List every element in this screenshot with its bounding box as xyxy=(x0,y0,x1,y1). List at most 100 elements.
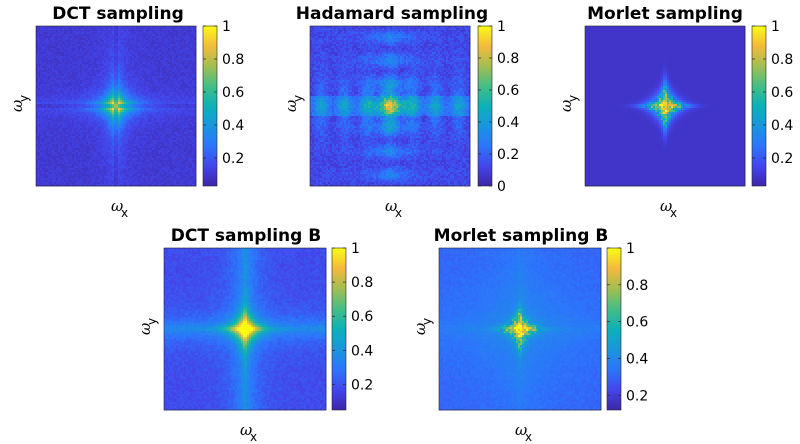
heatmap-cell xyxy=(36,44,39,47)
heatmap-cell xyxy=(122,168,125,171)
heatmap-cell xyxy=(66,110,69,113)
heatmap-cell xyxy=(108,122,111,125)
heatmap-cell xyxy=(74,32,77,35)
heatmap-cell xyxy=(42,136,45,139)
heatmap-cell xyxy=(68,166,71,169)
heatmap-cell xyxy=(48,66,51,69)
heatmap-cell xyxy=(112,178,115,181)
heatmap-cell xyxy=(120,138,123,141)
heatmap-cell xyxy=(70,162,73,165)
heatmap-cell xyxy=(122,112,125,115)
heatmap-cell xyxy=(78,106,81,109)
heatmap-cell xyxy=(84,100,87,103)
heatmap-cell xyxy=(58,64,61,67)
heatmap-cell xyxy=(56,98,59,101)
heatmap-cell xyxy=(100,118,103,121)
heatmap-cell xyxy=(124,84,127,87)
heatmap-cell xyxy=(76,36,79,39)
heatmap-cell xyxy=(50,114,53,117)
heatmap-cell xyxy=(76,34,79,37)
heatmap-cell xyxy=(84,156,87,159)
heatmap-cell xyxy=(40,138,43,141)
heatmap-cell xyxy=(82,144,85,147)
heatmap-cell xyxy=(64,72,67,75)
heatmap-cell xyxy=(134,120,137,123)
heatmap-cell xyxy=(62,42,65,45)
heatmap-cell xyxy=(84,160,87,163)
heatmap-cell xyxy=(86,90,89,93)
heatmap-cell xyxy=(152,44,155,47)
heatmap-cell xyxy=(74,148,77,151)
heatmap-cell xyxy=(76,38,79,41)
heatmap-cell xyxy=(72,62,75,65)
heatmap-cell xyxy=(124,144,127,147)
heatmap-cell xyxy=(144,144,147,147)
heatmap-cell xyxy=(100,44,103,47)
heatmap-cell xyxy=(38,104,41,107)
heatmap-cell xyxy=(124,70,127,73)
heatmap-cell xyxy=(144,36,147,39)
heatmap-cell xyxy=(116,98,119,101)
heatmap-cell xyxy=(134,130,137,133)
heatmap-cell xyxy=(74,58,77,61)
heatmap-cell xyxy=(102,68,105,71)
heatmap-cell xyxy=(72,130,75,133)
heatmap-cell xyxy=(136,122,139,125)
heatmap-cell xyxy=(90,172,93,175)
heatmap-cell xyxy=(86,86,89,89)
heatmap-cell xyxy=(44,64,47,67)
heatmap-cell xyxy=(80,122,83,125)
heatmap-cell xyxy=(136,178,139,181)
heatmap-cell xyxy=(40,100,43,103)
heatmap-cell xyxy=(80,176,83,179)
heatmap-cell xyxy=(88,102,91,105)
heatmap-cell xyxy=(58,76,61,79)
heatmap-cell xyxy=(130,32,133,35)
heatmap-cell xyxy=(136,156,139,159)
heatmap-cell xyxy=(124,38,127,41)
heatmap-cell xyxy=(48,48,51,51)
heatmap-cell xyxy=(58,140,61,143)
heatmap-cell xyxy=(120,28,123,31)
heatmap-cell xyxy=(102,146,105,149)
heatmap-cell xyxy=(150,58,153,61)
heatmap-cell xyxy=(88,32,91,35)
heatmap-cell xyxy=(78,146,81,149)
heatmap-cell xyxy=(118,74,121,77)
heatmap-cell xyxy=(58,54,61,57)
heatmap-cell xyxy=(50,84,53,87)
heatmap-cell xyxy=(150,148,153,151)
heatmap-cell xyxy=(50,66,53,69)
heatmap-cell xyxy=(110,156,113,159)
heatmap-cell xyxy=(80,128,83,131)
heatmap-cell xyxy=(56,156,59,159)
heatmap-cell xyxy=(154,152,157,155)
heatmap-cell xyxy=(40,132,43,135)
heatmap-cell xyxy=(80,78,83,81)
heatmap-cell xyxy=(72,132,75,135)
heatmap-cell xyxy=(114,108,117,111)
heatmap-cell xyxy=(92,124,95,127)
heatmap-cell xyxy=(138,60,141,63)
heatmap-cell xyxy=(66,84,69,87)
heatmap-cell xyxy=(142,160,145,163)
heatmap-cell xyxy=(90,170,93,173)
heatmap-cell xyxy=(92,72,95,75)
heatmap-cell xyxy=(148,30,151,33)
heatmap-cell xyxy=(68,182,71,185)
heatmap-cell xyxy=(72,76,75,79)
heatmap-cell xyxy=(62,100,65,103)
heatmap-cell xyxy=(124,162,127,165)
heatmap-cell xyxy=(36,150,39,153)
heatmap-cell xyxy=(70,26,73,29)
heatmap-cell xyxy=(154,82,157,85)
heatmap-cell xyxy=(118,160,121,163)
heatmap-cell xyxy=(98,144,101,147)
heatmap-cell xyxy=(64,146,67,149)
heatmap-cell xyxy=(44,86,47,89)
heatmap-cell xyxy=(38,46,41,49)
heatmap-cell xyxy=(132,112,135,115)
heatmap-cell xyxy=(120,112,123,115)
heatmap-cell xyxy=(96,54,99,57)
heatmap-cell xyxy=(88,168,91,171)
